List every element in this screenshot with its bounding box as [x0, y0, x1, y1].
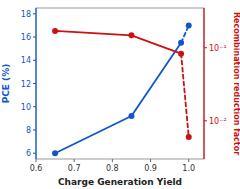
- y2-tick-label: 10⁻¹: [209, 44, 227, 53]
- point: [52, 28, 58, 34]
- x-tick: [150, 159, 151, 162]
- y-tick: [33, 83, 36, 84]
- y2-tick: [204, 47, 207, 48]
- y-tick-label: 12: [21, 80, 31, 89]
- y-tick: [33, 106, 36, 107]
- y-tick: [33, 37, 36, 38]
- y2-tick: [204, 120, 207, 121]
- x-tick-label: 1.0: [182, 164, 195, 173]
- y-tick-label: 8: [26, 126, 31, 135]
- x-tick-label: 0.9: [144, 164, 157, 173]
- plot-data: [52, 22, 192, 156]
- chart: 0.6 0.7 0.8 0.9 1.0 6 8 10 12 14 16 18 10⁻² 10⁻¹ Charg…: [0, 0, 240, 189]
- line: [55, 31, 181, 54]
- point: [178, 51, 184, 57]
- line-projected: [181, 54, 189, 137]
- x-axis-label: Charge Generation Yield: [58, 177, 182, 187]
- y-axis-label: PCE (%): [1, 64, 11, 104]
- point: [178, 40, 184, 46]
- y-tick: [33, 13, 36, 14]
- x-tick-label: 0.7: [68, 164, 81, 173]
- x-tick-label: 0.8: [106, 164, 119, 173]
- y-tick-label: 10: [21, 103, 31, 112]
- plot-frame: [36, 8, 204, 159]
- y2-axis-line: [203, 8, 204, 159]
- y-tick: [33, 60, 36, 61]
- y-tick: [33, 129, 36, 130]
- x-tick: [112, 159, 113, 162]
- y2-tick-label: 10⁻²: [209, 117, 227, 126]
- y-tick: [33, 153, 36, 154]
- x-tick-label: 0.6: [30, 164, 43, 173]
- point: [186, 134, 192, 140]
- x-tick: [188, 159, 189, 162]
- x-tick: [36, 159, 37, 162]
- point: [186, 22, 192, 28]
- line: [55, 43, 181, 153]
- point: [52, 150, 58, 156]
- y-tick-label: 16: [21, 33, 31, 42]
- point: [128, 113, 134, 119]
- y-tick-label: 6: [26, 149, 31, 158]
- y2-axis-label: Recombination reduction factor: [232, 12, 240, 155]
- x-tick: [74, 159, 75, 162]
- point: [128, 32, 134, 38]
- y-tick-label: 18: [21, 10, 31, 19]
- y-tick-label: 14: [21, 56, 31, 65]
